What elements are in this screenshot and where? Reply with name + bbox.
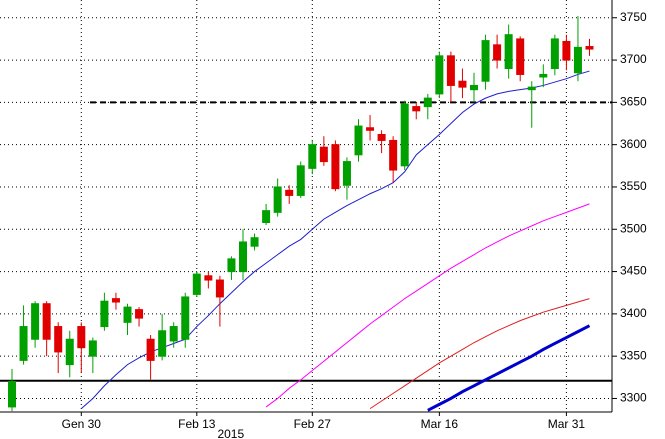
y-tick-label: 3450	[620, 264, 647, 278]
candle-body	[412, 106, 421, 112]
candle-body	[8, 381, 16, 408]
candle-body	[539, 73, 548, 78]
candle-body	[181, 296, 190, 340]
candle-body	[192, 273, 201, 295]
y-tick-label: 3650	[620, 95, 647, 109]
candle-body	[100, 300, 109, 328]
candle-body	[215, 279, 224, 298]
candle-body	[377, 134, 386, 141]
candle-body	[146, 338, 155, 361]
candle-body	[458, 80, 467, 88]
candle-body	[204, 275, 213, 281]
candle-body	[19, 326, 28, 361]
candle-body	[481, 40, 490, 82]
axes: 3300 3350 3400 3450 3500 3550 3600 3650 3700 3750…	[62, 10, 647, 439]
y-tick-label: 3700	[620, 52, 647, 66]
candle-body	[446, 55, 455, 86]
candle-body	[516, 38, 525, 75]
candle-body	[389, 139, 398, 171]
candle-body	[435, 55, 444, 95]
candle-body	[135, 309, 144, 319]
line-series	[369, 298, 590, 410]
candle-body	[111, 298, 120, 303]
candle-body	[354, 125, 363, 156]
year-label: 2015	[217, 427, 244, 439]
y-tick-label: 3500	[620, 221, 647, 235]
y-tick-label: 3750	[620, 10, 647, 24]
candle-body	[342, 161, 351, 186]
candle-body	[562, 40, 571, 61]
x-tick-label: Feb 13	[178, 417, 216, 431]
candle-body	[331, 144, 340, 190]
y-tick-label: 3300	[620, 391, 647, 405]
candle-body	[285, 189, 294, 196]
candle-body	[239, 241, 247, 273]
candle-body	[158, 330, 167, 357]
x-tick-label: Gen 30	[62, 417, 102, 431]
candle-body	[273, 186, 282, 213]
candle-body	[470, 84, 478, 91]
y-tick-label: 3550	[620, 179, 647, 193]
candle-body	[169, 326, 178, 342]
x-tick-label: Mar 16	[421, 417, 459, 431]
candle-body	[77, 326, 86, 349]
candle-body	[250, 237, 259, 247]
plot	[0, 0, 612, 412]
candle-body	[504, 34, 513, 70]
candle-body	[527, 86, 536, 91]
candle-body	[400, 103, 409, 167]
candle-body	[493, 44, 502, 61]
candle-body	[573, 46, 582, 74]
candle-body	[65, 338, 74, 366]
line-series	[265, 203, 590, 408]
y-tick-label: 3350	[620, 348, 647, 362]
y-tick-label: 3400	[620, 306, 647, 320]
candle-body	[42, 303, 51, 340]
candle-body	[366, 127, 375, 131]
candle-body	[585, 46, 594, 50]
candle-body	[88, 340, 97, 357]
line-series	[427, 324, 591, 412]
candle-body	[308, 144, 317, 169]
candle-body	[319, 146, 328, 163]
candle-body	[31, 303, 40, 340]
candle-body	[262, 210, 271, 223]
candle-body	[123, 306, 132, 323]
candle-body	[423, 97, 432, 108]
x-tick-label: Mar 31	[548, 417, 586, 431]
candle-body	[550, 38, 559, 70]
y-tick-label: 3600	[620, 137, 647, 151]
x-tick-label: Feb 27	[294, 417, 332, 431]
candle-body	[296, 165, 305, 196]
candle-body	[227, 258, 236, 273]
candle-body	[54, 326, 63, 353]
